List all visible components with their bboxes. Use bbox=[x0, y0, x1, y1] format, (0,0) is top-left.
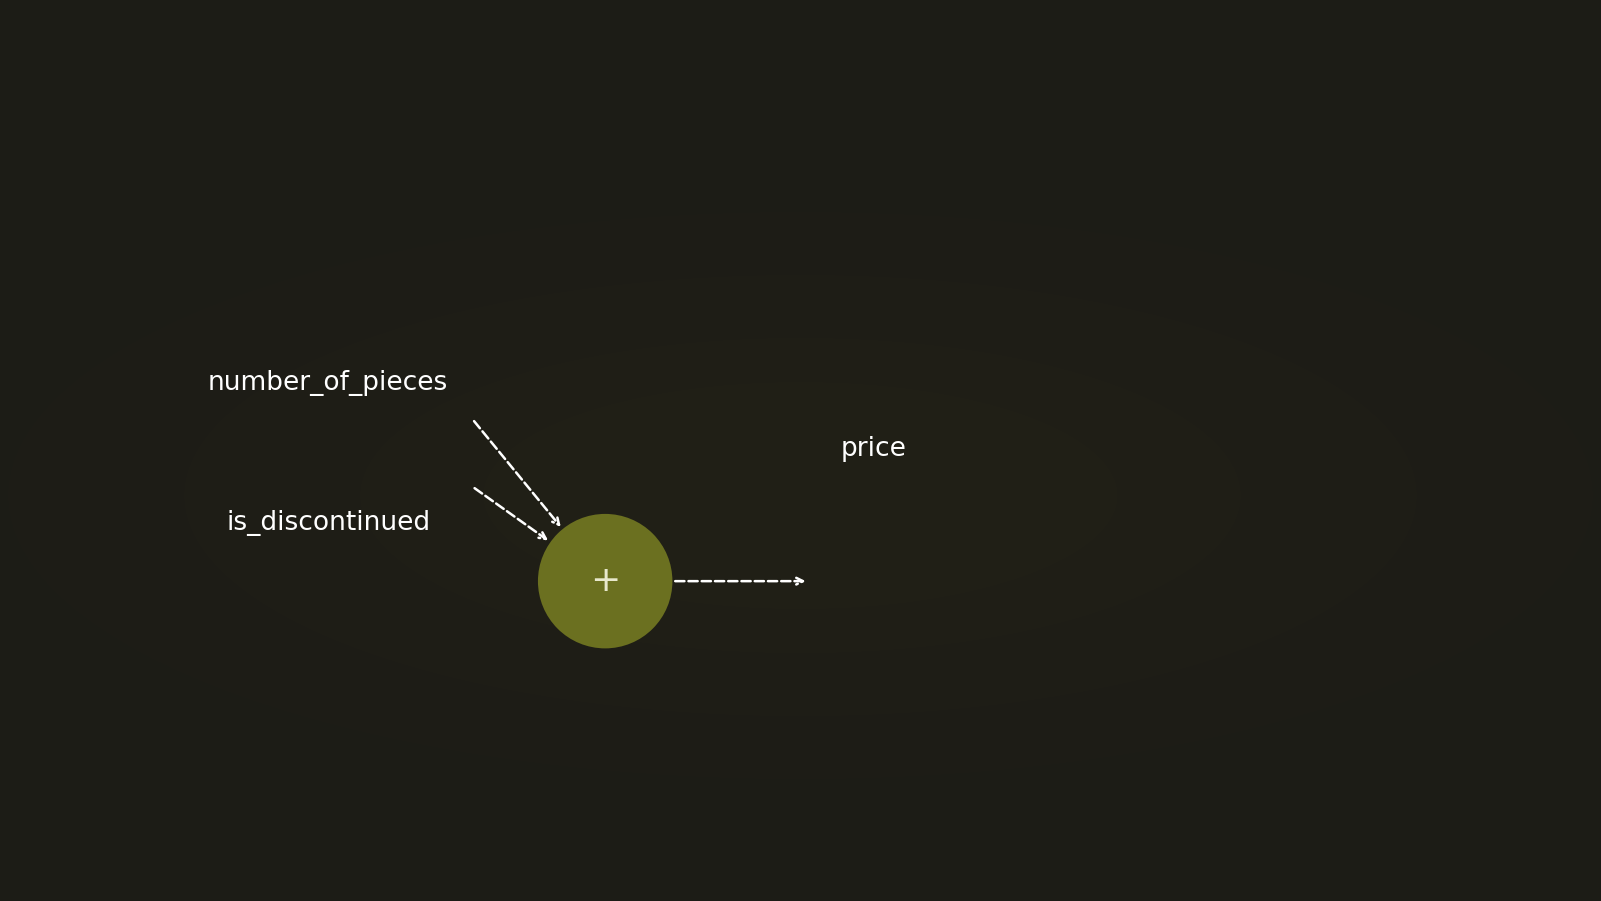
Ellipse shape bbox=[184, 275, 1417, 716]
Ellipse shape bbox=[360, 338, 1241, 653]
Text: number_of_pieces: number_of_pieces bbox=[208, 370, 448, 396]
Ellipse shape bbox=[484, 382, 1117, 609]
Ellipse shape bbox=[538, 514, 672, 649]
Text: price: price bbox=[841, 436, 906, 461]
Text: is_discontinued: is_discontinued bbox=[226, 510, 431, 535]
Text: +: + bbox=[591, 564, 620, 598]
